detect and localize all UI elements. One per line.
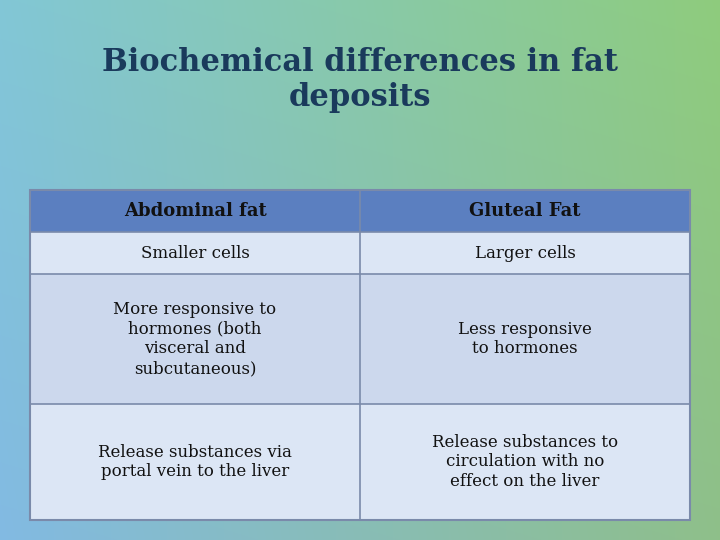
Text: Release substances via
portal vein to the liver: Release substances via portal vein to th… [98, 444, 292, 480]
Bar [360, 404, 690, 520]
Bar [30, 404, 360, 520]
Text: Biochemical differences in fat
deposits: Biochemical differences in fat deposits [102, 46, 618, 113]
Bar [30, 274, 360, 404]
Bar [360, 190, 690, 232]
Text: Gluteal Fat: Gluteal Fat [469, 202, 581, 220]
Text: Larger cells: Larger cells [474, 245, 575, 261]
Text: More responsive to
hormones (both
visceral and
subcutaneous): More responsive to hormones (both viscer… [114, 301, 276, 377]
Bar [30, 232, 360, 274]
Text: Less responsive
to hormones: Less responsive to hormones [458, 321, 592, 357]
Bar [30, 190, 690, 520]
Bar [360, 274, 690, 404]
Bar [30, 190, 360, 232]
Text: Abdominal fat: Abdominal fat [124, 202, 266, 220]
Bar [360, 232, 690, 274]
Text: Smaller cells: Smaller cells [140, 245, 249, 261]
Text: Release substances to
circulation with no
effect on the liver: Release substances to circulation with n… [432, 434, 618, 490]
